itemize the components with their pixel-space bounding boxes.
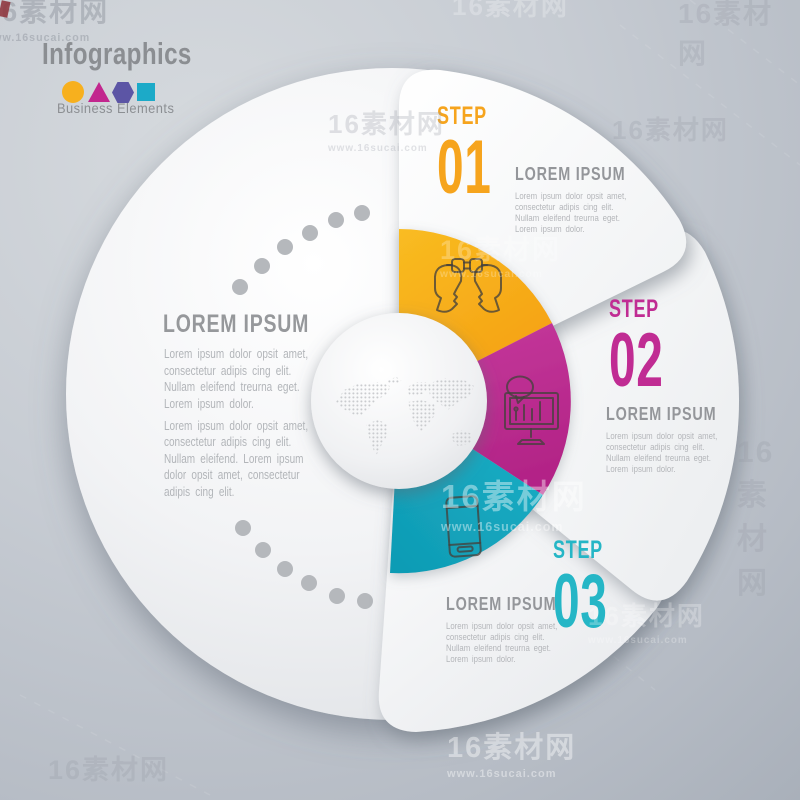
step-3-heading: LOREM IPSUM	[446, 594, 557, 614]
step-3-label: STEP	[553, 536, 603, 564]
page-subtitle: Business Elements	[57, 100, 175, 116]
step-1-marker: STEP 01	[437, 102, 524, 210]
step-3-number: 03	[553, 559, 608, 644]
step-3-marker: STEP 03	[553, 536, 640, 644]
hexagon-shape-icon	[112, 82, 134, 103]
step-1-heading: LOREM IPSUM	[515, 164, 626, 184]
step-1-text-block: LOREM IPSUM Lorem ipsum dolor opsit amet…	[515, 164, 653, 235]
step-2-marker: STEP 02	[609, 295, 696, 403]
step-2-heading: LOREM IPSUM	[606, 404, 717, 424]
step-2-label: STEP	[609, 295, 659, 323]
square-shape-icon	[137, 83, 155, 101]
world-map	[336, 377, 474, 456]
step-1-label: STEP	[437, 102, 487, 130]
dotted-arc-bottom	[235, 520, 373, 609]
monitor-chart-icon	[504, 375, 559, 445]
step-1-number: 01	[437, 125, 492, 210]
step-3-body: Lorem ipsum dolor opsit amet, consectetu…	[446, 621, 558, 666]
circle-shape-icon	[62, 81, 84, 103]
step-2-number: 02	[609, 318, 664, 403]
step-1-body: Lorem ipsum dolor opsit amet, consectetu…	[515, 191, 627, 236]
left-paragraph-2: Lorem ipsum dolor opsit amet, consectetu…	[164, 418, 309, 500]
conversation-icon	[433, 258, 503, 313]
dotted-arc-top	[232, 205, 370, 295]
left-block-heading: LOREM IPSUM	[163, 310, 310, 338]
step-2-body: Lorem ipsum dolor opsit amet, consectetu…	[606, 431, 718, 476]
page-title: Infographics	[42, 36, 192, 71]
left-paragraph-1: Lorem ipsum dolor opsit amet, consectetu…	[164, 347, 309, 411]
step-2-text-block: LOREM IPSUM Lorem ipsum dolor opsit amet…	[606, 404, 744, 475]
smartphone-icon	[445, 495, 482, 558]
center-circle	[311, 313, 487, 489]
left-block-body: Lorem ipsum dolor opsit amet, consectetu…	[164, 346, 308, 501]
step-3-text-block: LOREM IPSUM Lorem ipsum dolor opsit amet…	[446, 594, 584, 665]
watermark-dash-lines	[19, 0, 800, 796]
